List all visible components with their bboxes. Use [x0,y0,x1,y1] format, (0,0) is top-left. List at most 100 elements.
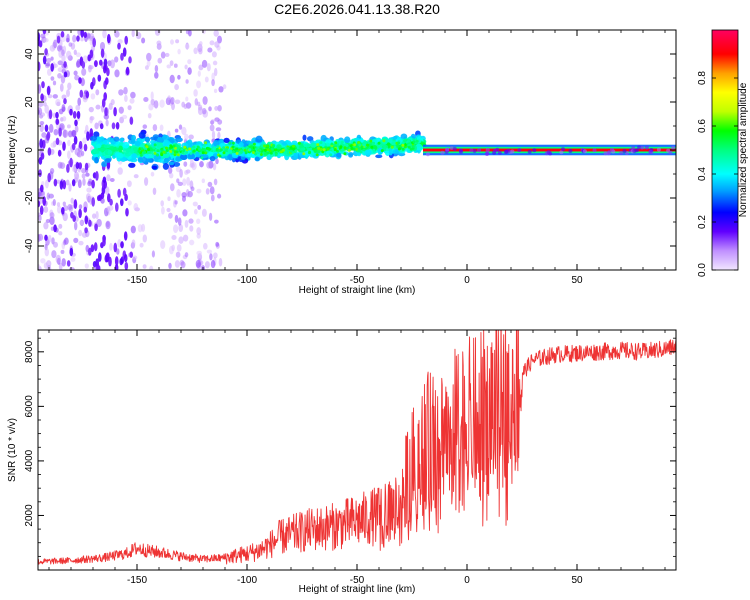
spectrogram-band-cell [104,158,112,164]
spectrogram-noise-cell [160,200,165,207]
spectrogram-band-cell [320,134,327,142]
spectrogram-noise-cell [43,221,49,230]
spectrogram-noise-cell [188,134,194,140]
spectrogram-band-peak [294,149,298,153]
spectrogram-noise-cell [114,256,119,266]
spectrogram-noise-cell [62,141,66,151]
spectrogram-noise-cell [214,41,220,48]
spectrogram-noise-cell [212,60,218,66]
spectrogram-noise-cell [177,217,182,226]
spectrogram-noise-cell [196,218,201,225]
spectrogram-band-peak [196,145,200,149]
spectrogram-noise-cell [129,116,134,125]
spectrogram-band-cell [310,142,318,149]
spectrogram-noise-cell [114,69,120,78]
spectrogram-band-peak [353,143,357,147]
spectrogram-noise-cell [176,188,181,198]
spectrogram-noise-cell [154,30,161,36]
spectrogram-noise-cell [164,52,170,57]
spectrogram-band-peak [393,145,397,149]
spectrogram-noise-cell [114,30,120,38]
spectrogram-noise-cell [62,116,67,122]
spectrogram-band-peak [317,146,321,150]
spectrogram-noise-cell [91,197,95,207]
spectrogram-band-peak [199,151,203,155]
spectrogram-noise-cell [46,192,50,200]
spectrogram-band-peak [317,150,321,153]
spectrogram-noise-cell [65,179,70,186]
spectrogram-carrier-noise [506,148,511,153]
spectrogram-noise-cell [77,150,82,158]
spectrogram-noise-cell [188,218,194,224]
spectrogram-ytick-label: -20 [24,190,35,205]
spectrogram-band-peak [349,144,353,148]
spectrogram-carrier-noise [477,148,482,153]
spectrogram-noise-cell [148,103,154,111]
spectrogram-noise-cell [175,39,180,44]
spectrogram-noise-cell [43,206,49,213]
spectrogram-carrier-noise [493,148,497,153]
spectrogram-band-cell [94,156,99,164]
spectrogram-band-cell [364,149,372,156]
spectrogram-band-peak [270,147,274,151]
spectrogram-noise-cell [84,263,89,269]
spectrogram-noise-cell [184,133,189,141]
spectrogram-band-peak [315,153,319,157]
spectrogram-noise-cell [89,116,95,121]
spectrogram-noise-cell [66,50,72,60]
spectrogram-noise-cell [92,37,96,48]
spectrogram-noise-cell [109,198,113,206]
snr-xtick-label: 50 [571,575,583,586]
spectrogram-carrier-noise [561,147,565,152]
spectrogram-band-peak [156,149,160,153]
spectrogram-noise-cell [141,37,146,44]
spectrogram-noise-cell [107,33,111,44]
spectrogram-noise-cell [198,48,203,55]
spectrogram-noise-cell [184,219,189,228]
spectrogram-band-peak [206,147,210,151]
spectrogram-band-peak [269,151,273,155]
spectrogram-band-peak [272,144,276,148]
spectrogram-noise-cell [185,96,189,102]
spectrogram-band-cell [122,147,131,155]
spectrogram-noise-cell [117,42,121,50]
spectrogram-noise-cell [178,223,184,233]
spectrogram-band-cell [101,161,108,168]
spectrogram-band-cell [348,153,353,158]
spectrogram-noise-cell [50,142,56,148]
spectrogram-noise-cell [38,61,41,72]
spectrogram-noise-cell [154,71,159,79]
spectrogram-band-cell [131,153,138,160]
spectrogram-noise-cell [106,174,111,182]
spectrogram-noise-cell [55,254,61,264]
spectrogram-noise-cell [53,178,58,187]
spectrogram-noise-cell [63,129,67,138]
spectrogram-band-peak [216,145,220,148]
spectrogram-noise-cell [103,58,108,67]
spectrogram-band-peak [251,151,255,154]
spectrogram-noise-cell [125,66,130,76]
spectrogram-band-cell [162,162,170,170]
spectrogram-noise-cell [131,239,136,248]
spectrogram-band-cell [175,156,182,163]
spectrogram-noise-cell [76,110,81,119]
spectrogram-carrier-noise [497,150,502,155]
spectrogram-noise-cell [40,33,46,39]
spectrogram-noise-cell [120,241,124,249]
spectrogram-noise-cell [115,121,120,130]
spectrogram-noise-cell [38,32,41,42]
spectrogram-band-peak [343,152,347,156]
snr-ylabel: SNR (10 * v/v) [7,418,18,482]
spectrogram-band-peak [244,151,248,155]
spectrogram-band-cell [103,144,111,149]
spectrogram-carrier-noise [603,151,608,156]
colorbar-tick-label: 0.2 [697,215,708,229]
spectrogram-noise-cell [63,61,67,68]
spectrogram-noise-cell [90,93,96,100]
spectrogram-noise-cell [208,106,212,112]
spectrogram-band-cell [138,131,146,139]
spectrogram-noise-cell [109,177,115,183]
spectrogram-noise-cell [121,114,128,120]
spectrogram-noise-cell [62,201,66,207]
